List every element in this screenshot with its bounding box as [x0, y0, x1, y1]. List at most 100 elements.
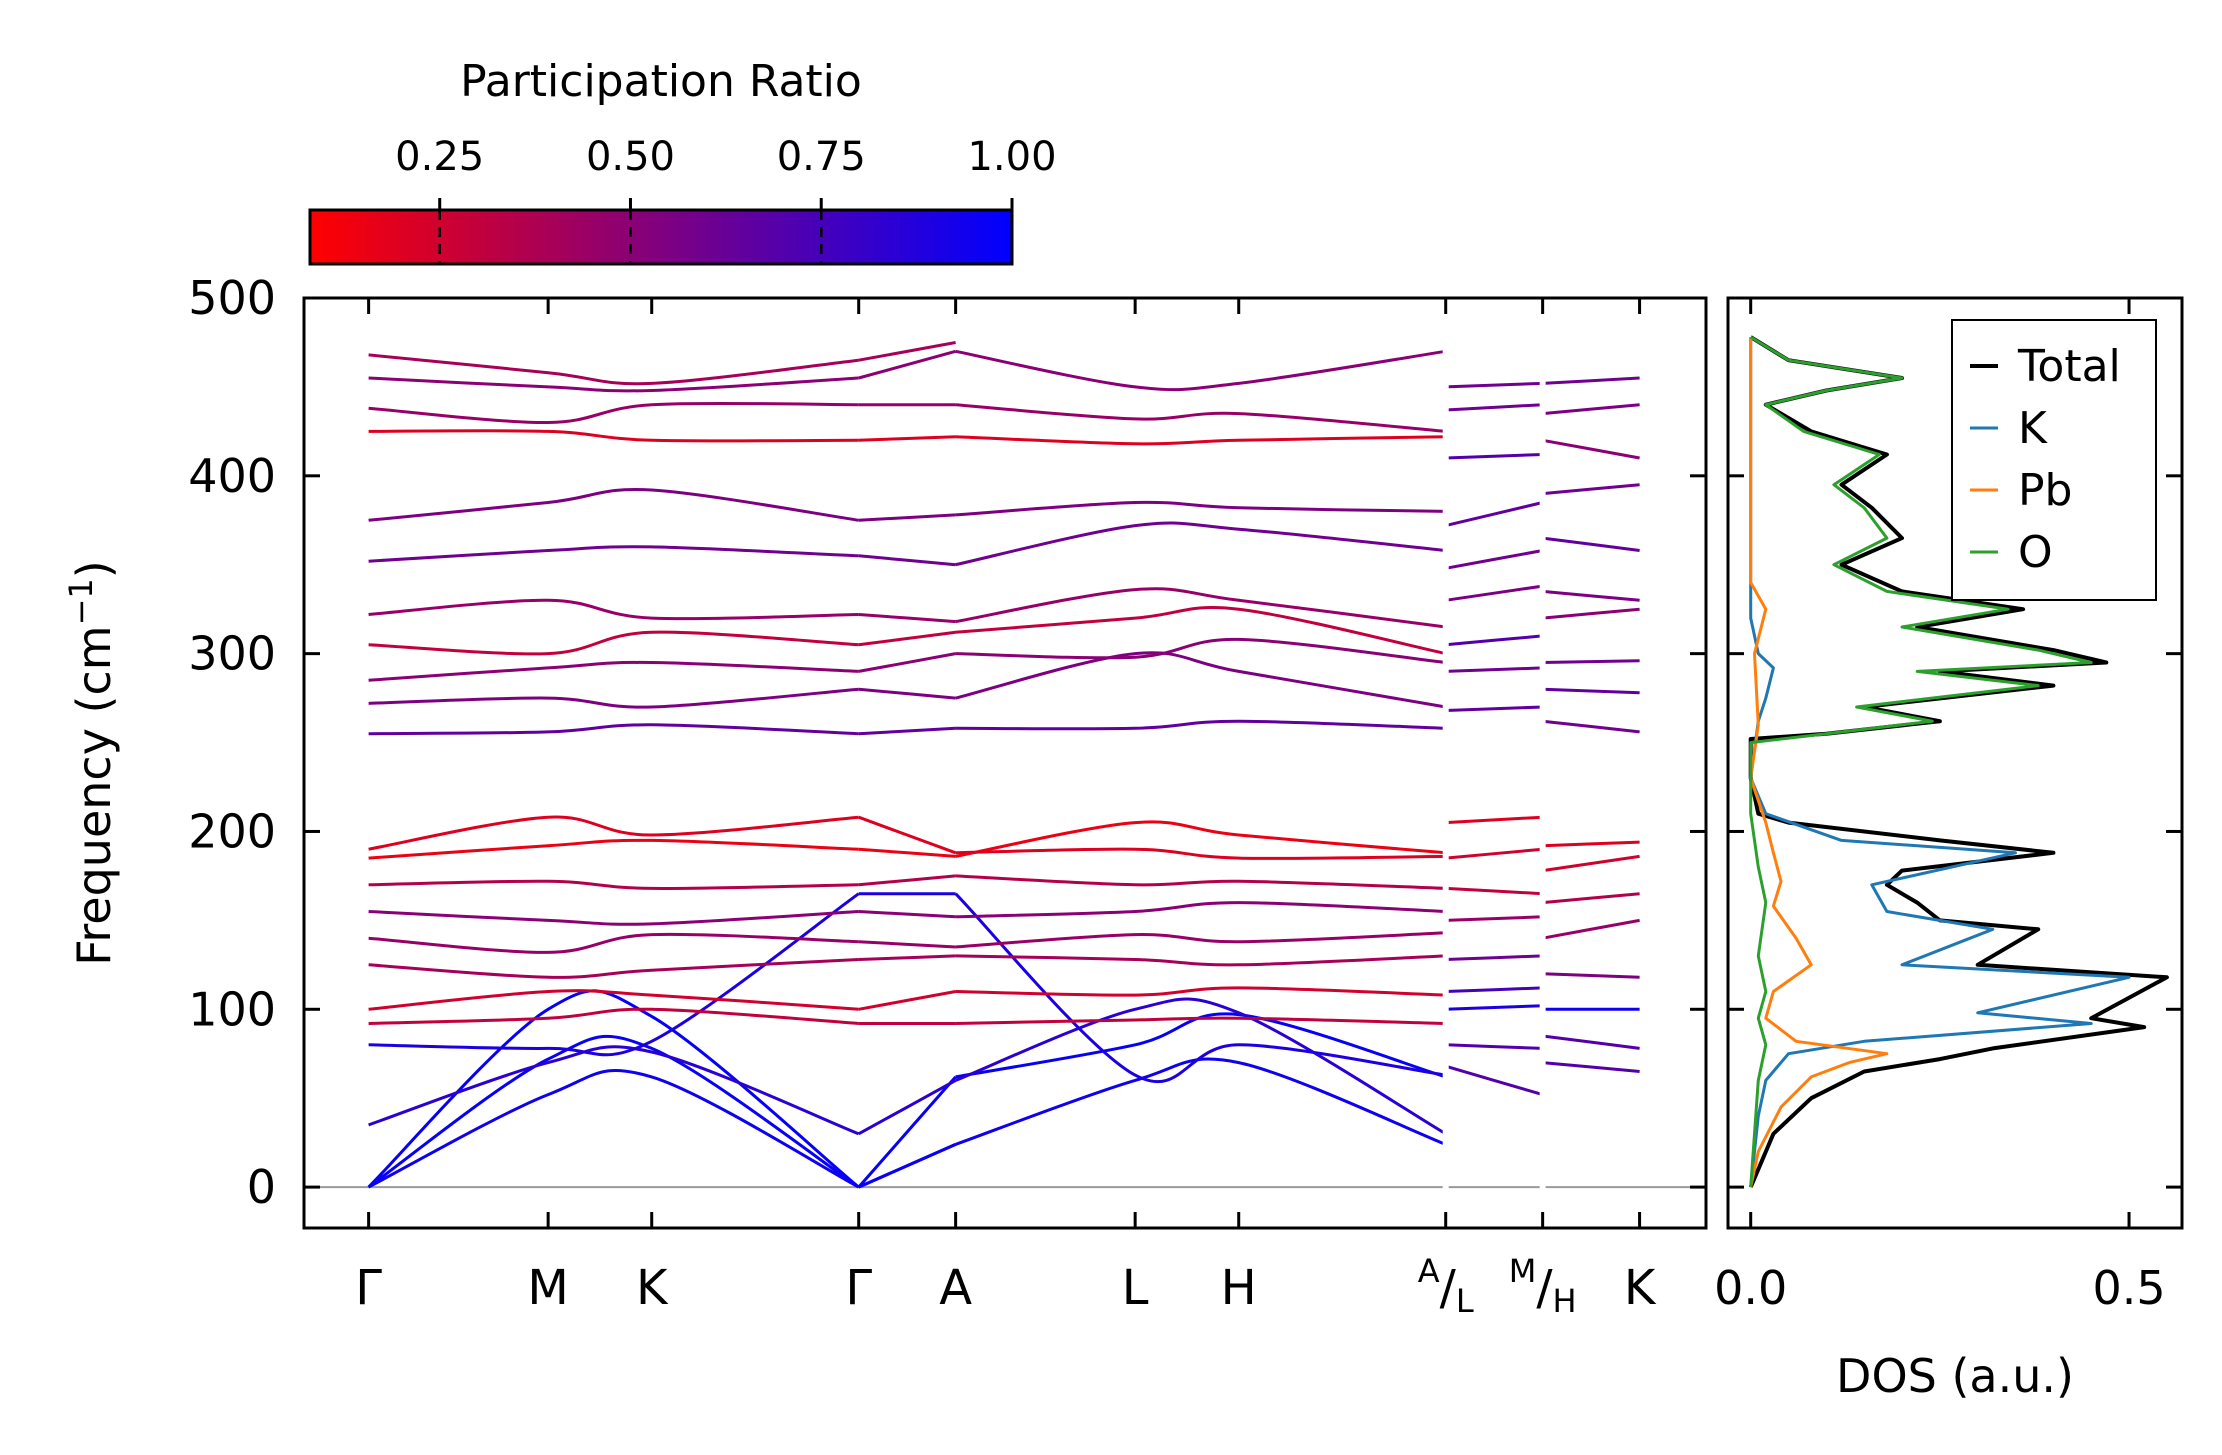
band-high-8 [368, 429, 1446, 446]
dos-x-tick-label: 0.5 [2092, 1261, 2165, 1315]
band-segment [1445, 634, 1543, 647]
high-symmetry-label: Γ [845, 1260, 872, 1316]
dos-line-total [1748, 335, 2169, 1188]
band-mid-5 [368, 901, 1446, 926]
band-segment [368, 376, 859, 393]
band-segment [857, 1075, 957, 1189]
band-segment [1542, 483, 1640, 496]
band-LM-14 [1445, 954, 1543, 961]
y-tick-label: 200 [188, 804, 276, 858]
band-segment [858, 874, 956, 887]
y-tick-label: 300 [188, 627, 276, 681]
y-tick-label: 500 [188, 271, 276, 325]
band-LM-15 [1445, 986, 1543, 993]
colorbar: Participation Ratio 0.25 0.50 0.75 1.00 [308, 56, 1057, 266]
band-segment [1445, 705, 1543, 712]
high-symmetry-label: L [1122, 1260, 1149, 1316]
band-segment [1445, 381, 1543, 389]
band-LM-6 [1445, 584, 1543, 602]
band-high-2 [368, 651, 1446, 709]
band-segment [1542, 376, 1640, 385]
band-segment [858, 435, 956, 442]
band-LM-18 [1445, 1064, 1544, 1097]
dos-lines [1748, 335, 2169, 1188]
band-segment [955, 847, 1446, 860]
band-segment [955, 435, 1446, 446]
band-segment [1542, 403, 1640, 416]
band-segment [1445, 915, 1543, 922]
band-LM-11 [1445, 847, 1543, 860]
band-segment [368, 1045, 860, 1136]
band-segment [955, 587, 1446, 629]
band-high-1 [368, 719, 1446, 736]
band-HK-17 [1542, 1034, 1640, 1050]
band-segment [858, 990, 956, 1011]
band-segment [955, 1016, 1446, 1025]
colorbar-tick-label: 0.25 [395, 134, 484, 180]
band-segment [368, 488, 859, 522]
band-segment [1445, 549, 1543, 570]
band-LM-2 [1445, 403, 1543, 412]
band-segment [368, 429, 859, 443]
band-high-6 [368, 521, 1446, 567]
high-symmetry-label: A/L [1418, 1252, 1474, 1320]
hs-slash: / [1440, 1260, 1457, 1316]
band-segment [955, 1057, 1447, 1146]
colorbar-ticks: 0.25 0.50 0.75 1.00 [395, 134, 1057, 264]
band-HK-9 [1542, 687, 1640, 695]
band-segment [1542, 536, 1640, 552]
band-segment [1542, 1034, 1640, 1050]
dos-line-o [1749, 335, 2093, 1188]
band-LM-4 [1445, 501, 1543, 528]
band-mid-4 [368, 931, 1446, 954]
band-high-9 [368, 401, 1446, 433]
band-segment [955, 874, 1446, 890]
band-segment [368, 630, 859, 656]
band-segment [1445, 501, 1543, 528]
band-segment [955, 637, 1446, 664]
band-mid-7 [368, 820, 1446, 860]
band-mid-1 [368, 1007, 1446, 1026]
band-acoustic-2 [367, 1034, 957, 1189]
band-HK-12 [1542, 854, 1640, 873]
band-segment [368, 815, 859, 851]
band-low-1 [368, 997, 1447, 1136]
hs-slash: / [1536, 1260, 1553, 1316]
colorbar-tick-label: 0.50 [586, 134, 675, 180]
band-HK-5 [1542, 536, 1640, 552]
band-segment [1542, 607, 1640, 620]
band-segment [368, 958, 859, 979]
y-tick-label: 100 [188, 982, 276, 1036]
band-segment [1542, 659, 1640, 664]
high-symmetry-label: M [527, 1260, 568, 1316]
band-segment [858, 954, 956, 961]
band-HK-1 [1542, 376, 1640, 385]
band-segment [1445, 954, 1543, 961]
band-segment [858, 613, 956, 624]
band-high-10 [368, 349, 1446, 393]
band-high-7 [368, 488, 1446, 522]
high-symmetry-label: A [939, 1260, 972, 1316]
band-segment [858, 687, 956, 700]
band-segment [1542, 1061, 1640, 1073]
band-HK-7 [1542, 607, 1640, 620]
band-segment [1445, 815, 1543, 825]
band-segment [1445, 986, 1543, 993]
band-segment [368, 1007, 859, 1025]
dos-line-pb [1749, 337, 1889, 1188]
band-segment [955, 997, 1447, 1136]
band-segment [1542, 719, 1640, 734]
band-segment [368, 892, 860, 1057]
band-segment [1542, 840, 1640, 848]
band-LM-1 [1445, 381, 1543, 389]
colorbar-title: Participation Ratio [460, 56, 862, 107]
hs-sup: M [1509, 1252, 1537, 1290]
band-LM-16 [1445, 1004, 1543, 1011]
band-segment [955, 1012, 1447, 1079]
band-segment [955, 901, 1446, 919]
band-HK-10 [1542, 719, 1640, 734]
band-segment [1542, 918, 1640, 940]
band-LM-13 [1445, 915, 1543, 922]
